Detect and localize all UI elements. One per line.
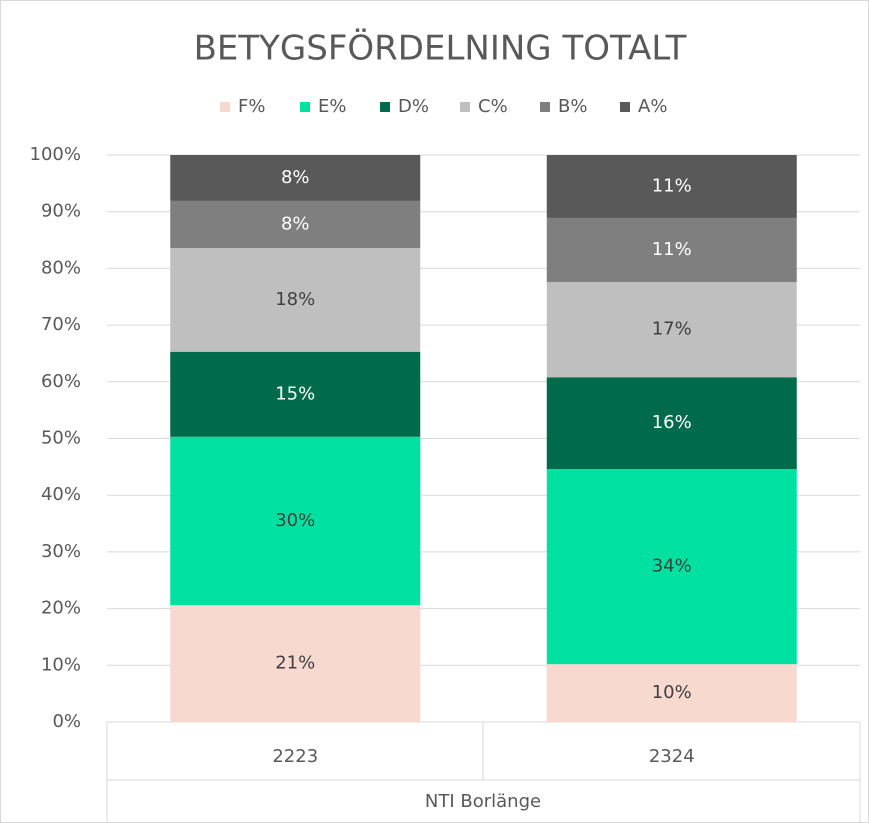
legend-label: F% — [238, 96, 265, 117]
legend-label: A% — [638, 96, 667, 117]
bar-segment — [546, 217, 797, 283]
bar-segment — [546, 469, 797, 665]
y-tick-label: 10% — [41, 654, 81, 675]
x-tick-label: 2223 — [272, 746, 318, 767]
legend-swatch — [300, 102, 310, 112]
bar-segment — [546, 377, 797, 470]
y-tick-label: 40% — [41, 484, 81, 505]
y-tick-label: 60% — [41, 371, 81, 392]
legend-swatch — [620, 102, 630, 112]
legend-swatch — [540, 102, 550, 112]
data-label: 15% — [275, 383, 315, 404]
bar-segment — [170, 351, 421, 437]
bar-segment — [546, 155, 797, 218]
data-label: 21% — [275, 653, 315, 674]
data-label: 16% — [652, 412, 692, 433]
y-tick-label: 70% — [41, 314, 81, 335]
data-label: 10% — [652, 682, 692, 703]
data-label: 17% — [652, 319, 692, 340]
bar-segment — [170, 436, 421, 606]
x-group-label: NTI Borlänge — [425, 791, 541, 812]
bar-segment — [546, 664, 797, 722]
data-label: 30% — [275, 510, 315, 531]
y-tick-label: 20% — [41, 598, 81, 619]
bar-segment — [170, 605, 421, 722]
legend-swatch — [380, 102, 390, 112]
x-tick-label: 2324 — [649, 746, 695, 767]
y-tick-label: 0% — [52, 711, 81, 732]
y-tick-label: 90% — [41, 201, 81, 222]
y-tick-label: 80% — [41, 257, 81, 278]
bar-segment — [546, 282, 797, 378]
bar-segment — [170, 247, 421, 352]
data-label: 34% — [652, 556, 692, 577]
data-label: 8% — [281, 213, 310, 234]
bar-segment — [170, 155, 421, 201]
data-label: 11% — [652, 239, 692, 260]
bar-segment — [170, 200, 421, 248]
legend-swatch — [220, 102, 230, 112]
y-tick-label: 100% — [30, 144, 81, 165]
legend-label: B% — [558, 96, 587, 117]
y-tick-label: 50% — [41, 428, 81, 449]
legend-label: E% — [318, 96, 346, 117]
data-label: 11% — [652, 175, 692, 196]
chart-title: BETYGSFÖRDELNING TOTALT — [194, 28, 687, 69]
data-label: 18% — [275, 289, 315, 310]
legend-swatch — [460, 102, 470, 112]
y-tick-label: 30% — [41, 541, 81, 562]
data-label: 8% — [281, 167, 310, 188]
legend-label: D% — [398, 96, 429, 117]
legend-label: C% — [478, 96, 508, 117]
